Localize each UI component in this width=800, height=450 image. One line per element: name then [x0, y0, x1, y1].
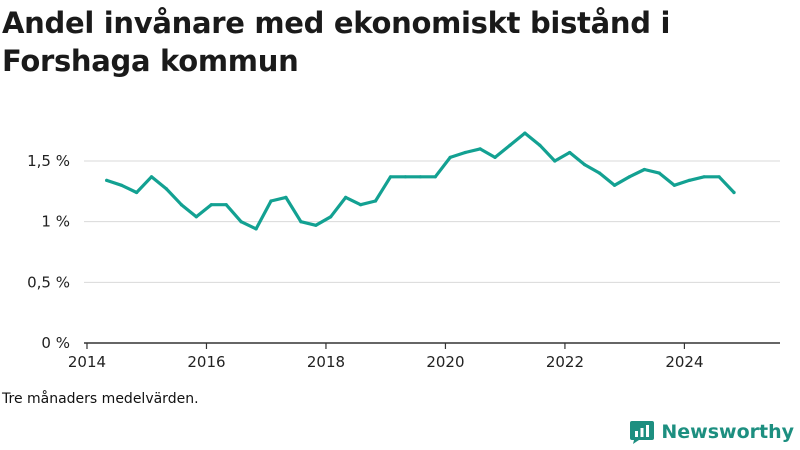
- x-axis: [84, 342, 780, 349]
- x-tick-label: 2022: [546, 353, 584, 371]
- data-point: [224, 203, 228, 207]
- data-point: [553, 159, 557, 163]
- brand-name: Newsworthy: [661, 421, 794, 443]
- series-line: [105, 131, 736, 231]
- data-point: [642, 167, 647, 172]
- data-point: [284, 195, 288, 199]
- x-tick-label: 2020: [426, 353, 464, 371]
- x-tick-label: 2018: [307, 353, 345, 371]
- data-point: [359, 203, 363, 207]
- data-point: [373, 199, 378, 203]
- data-point: [209, 203, 213, 207]
- x-axis-labels: 2014 2016 2018 2020 2022 2024: [68, 353, 704, 371]
- data-point: [657, 171, 661, 175]
- data-point: [463, 150, 467, 155]
- data-point: [418, 175, 422, 179]
- data-point: [314, 223, 318, 227]
- data-point: [403, 175, 407, 179]
- chart-note: Tre månaders medelvärden.: [2, 391, 199, 407]
- data-point: [702, 175, 706, 179]
- data-point: [344, 195, 348, 199]
- data-point: [627, 175, 632, 179]
- data-point: [254, 227, 258, 231]
- data-point: [598, 171, 602, 175]
- data-point: [448, 155, 452, 159]
- data-point: [523, 131, 527, 135]
- y-tick-label: 1 %: [41, 213, 70, 231]
- data-point: [135, 190, 139, 195]
- data-point: [164, 187, 168, 191]
- y-tick-label: 0 %: [41, 334, 70, 352]
- data-point: [149, 175, 154, 179]
- series-layer: [105, 131, 736, 231]
- data-point: [388, 175, 393, 179]
- data-point: [179, 203, 183, 207]
- data-point: [269, 199, 273, 203]
- data-point: [508, 143, 512, 147]
- brand-logo[interactable]: Newsworthy: [629, 419, 794, 445]
- gridlines: [84, 160, 780, 283]
- data-point: [299, 220, 303, 224]
- data-point: [493, 155, 497, 159]
- data-point: [329, 215, 333, 219]
- data-point: [568, 150, 572, 155]
- data-point: [239, 220, 243, 224]
- data-point: [538, 143, 542, 147]
- data-point: [672, 183, 676, 187]
- data-point: [583, 163, 587, 167]
- data-point: [105, 178, 109, 182]
- line-chart: 0 % 0,5 % 1 % 1,5 % 2014 2016 2018 2020 2022 202…: [27, 131, 780, 371]
- newsworthy-logo-icon: [630, 421, 655, 444]
- x-tick-label: 2016: [187, 353, 225, 371]
- y-axis-labels: 0 % 0,5 % 1 % 1,5 %: [27, 152, 70, 352]
- x-tick-label: 2014: [68, 353, 106, 371]
- y-tick-label: 0,5 %: [27, 273, 70, 291]
- y-tick-label: 1,5 %: [27, 152, 70, 170]
- data-point: [687, 178, 691, 182]
- data-point: [194, 215, 198, 219]
- x-tick-label: 2024: [665, 353, 703, 371]
- data-point: [433, 175, 437, 179]
- data-point: [732, 190, 736, 195]
- data-point: [120, 183, 124, 187]
- data-point: [717, 175, 721, 179]
- data-point: [478, 147, 482, 151]
- data-point: [612, 183, 617, 187]
- chart-title: Andel invånare med ekonomiskt bistånd i …: [2, 6, 671, 78]
